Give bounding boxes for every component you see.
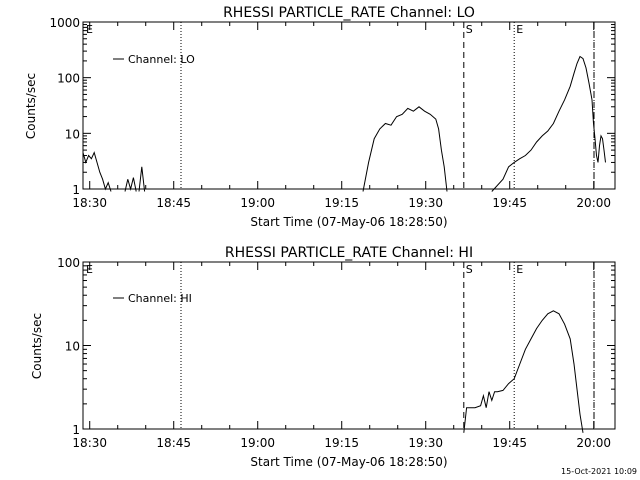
- x-tick-label: 18:30: [72, 436, 107, 450]
- y-axis-label: Counts/sec: [24, 73, 38, 139]
- marker-label: E: [516, 263, 523, 276]
- legend-label: Channel: LO: [128, 53, 195, 66]
- corner-marker-label: E: [86, 23, 93, 36]
- y-tick-label: 1000: [49, 16, 80, 30]
- chart-title: RHESSI PARTICLE_RATE Channel: LO: [223, 5, 475, 21]
- series-line: [138, 166, 146, 192]
- legend: Channel: LO: [113, 53, 195, 66]
- x-tick-label: 20:00: [576, 196, 611, 210]
- marker-label: S: [466, 263, 473, 276]
- x-tick-label: 19:45: [492, 196, 527, 210]
- y-tick-label: 1: [72, 183, 80, 197]
- x-tick-label: 18:45: [156, 196, 191, 210]
- x-tick-label: 20:00: [576, 436, 611, 450]
- x-axis-label: Start Time (07-May-06 18:28:50): [250, 215, 447, 229]
- panel-hi-channel: RHESSI PARTICLE_RATE Channel: HI Start T…: [30, 245, 616, 469]
- x-tick-label: 19:00: [240, 436, 275, 450]
- x-tick-label: 19:15: [324, 196, 359, 210]
- y-tick-label: 100: [57, 72, 80, 86]
- series-line: [491, 55, 606, 192]
- marker-label: E: [516, 23, 523, 36]
- x-tick-label: 19:15: [324, 436, 359, 450]
- marker-label: S: [466, 23, 473, 36]
- timestamp: 15-Oct-2021 10:09: [561, 467, 637, 476]
- legend: Channel: HI: [113, 292, 192, 305]
- y-tick-label: 1: [72, 423, 80, 437]
- x-tick-label: 19:30: [408, 196, 443, 210]
- plot-frame: [82, 21, 616, 190]
- x-tick-label: 19:45: [492, 436, 527, 450]
- plot-frame: [82, 261, 616, 430]
- series-line: [124, 177, 137, 192]
- series-line: [463, 310, 584, 433]
- chart-title: RHESSI PARTICLE_RATE Channel: HI: [225, 245, 473, 261]
- x-tick-label: 19:30: [408, 436, 443, 450]
- x-tick-label: 19:00: [240, 196, 275, 210]
- panel-lo-channel: RHESSI PARTICLE_RATE Channel: LO Start T…: [24, 5, 616, 229]
- series-line: [82, 151, 112, 192]
- series-line: [362, 106, 448, 192]
- x-axis-label: Start Time (07-May-06 18:28:50): [250, 455, 447, 469]
- y-tick-label: 100: [57, 256, 80, 270]
- data-lines: [82, 55, 606, 192]
- y-axis-label: Counts/sec: [30, 313, 44, 379]
- corner-marker-label: E: [86, 263, 93, 276]
- axis-ticks: 18:30 18:45 19:00 19:15 19:30 19:45 20:00 1 10 10…: [57, 256, 615, 450]
- x-tick-label: 18:45: [156, 436, 191, 450]
- legend-label: Channel: HI: [128, 292, 192, 305]
- data-lines: [463, 310, 584, 433]
- y-tick-label: 10: [65, 340, 80, 354]
- x-tick-label: 18:30: [72, 196, 107, 210]
- y-tick-label: 10: [65, 127, 80, 141]
